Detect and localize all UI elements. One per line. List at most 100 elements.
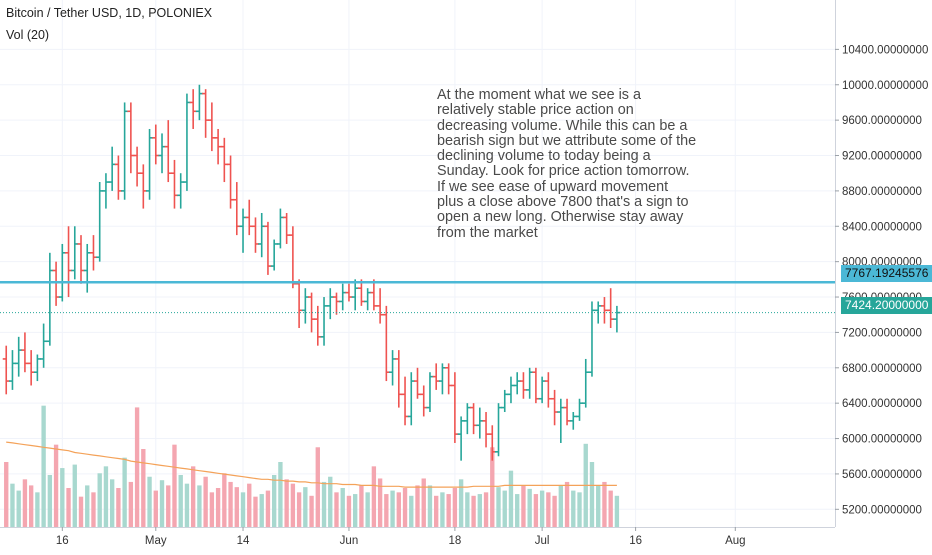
volume-bar: [452, 488, 458, 527]
volume-bar: [346, 495, 352, 527]
volume-bar: [122, 457, 127, 527]
volume-bar: [471, 495, 476, 527]
volume-bar: [608, 490, 613, 527]
volume-bar: [228, 481, 233, 527]
volume-bar: [271, 475, 277, 527]
volume-bar: [508, 470, 514, 527]
x-tick-label: 18: [448, 535, 461, 547]
volume-bar: [66, 488, 71, 527]
volume-bar: [284, 479, 289, 527]
volume-bar: [359, 485, 364, 527]
volume-bar: [209, 492, 215, 527]
volume-bar: [515, 494, 520, 527]
y-tick-label: 6000.00000000: [842, 434, 922, 446]
volume-bar: [128, 481, 134, 527]
y-tick-label: 6400.00000000: [842, 398, 922, 410]
volume-bar: [571, 490, 576, 527]
volume-bar: [533, 494, 539, 527]
volume-bar: [421, 478, 426, 527]
volume-bar: [47, 475, 53, 527]
volume-bar: [141, 449, 146, 527]
volume-bar: [490, 447, 495, 527]
volume-bar: [365, 492, 370, 527]
volume-bar: [184, 483, 190, 527]
y-tick-label: 8400.00000000: [842, 221, 922, 233]
volume-bar: [564, 481, 570, 527]
volume-bar: [483, 492, 489, 527]
volume-bar: [16, 490, 21, 527]
volume-bar: [328, 476, 333, 527]
volume-bar: [234, 487, 239, 527]
volume-bar: [309, 495, 314, 527]
volume-ma-line: [6, 441, 617, 488]
volume-bar: [527, 488, 532, 527]
volume-bar: [315, 447, 320, 527]
resistance-price-label: 7767.19245576: [841, 265, 932, 282]
volume-bar: [203, 476, 208, 527]
volume-bar: [558, 485, 564, 527]
volume-bar: [353, 494, 358, 527]
volume-bar: [458, 479, 464, 527]
volume-bar: [97, 473, 102, 527]
volume-bar: [396, 492, 401, 527]
y-tick-label: 7200.00000000: [842, 327, 922, 339]
x-tick-label: Jul: [535, 535, 550, 547]
volume-bar: [402, 488, 408, 527]
volume-bar: [415, 485, 420, 527]
volume-bar: [41, 405, 46, 527]
volume-bar: [465, 492, 470, 527]
volume-bar: [166, 485, 171, 527]
volume-bar: [502, 490, 507, 527]
volume-bar: [614, 495, 620, 527]
volume-bar: [134, 407, 140, 527]
y-tick-label: 5600.00000000: [842, 469, 922, 481]
volume-bar: [371, 466, 377, 527]
volume-bar: [78, 496, 84, 527]
volume-bar: [60, 468, 65, 527]
volume-bar: [290, 483, 296, 527]
volume-bar: [602, 481, 607, 527]
volume-bar: [190, 466, 196, 527]
volume-bar: [546, 492, 551, 527]
volume-bar: [91, 492, 96, 527]
volume-bar: [496, 487, 501, 527]
volume-bar: [340, 488, 345, 527]
volume-bar: [296, 492, 302, 527]
volume-bar: [4, 462, 9, 527]
volume-bar: [10, 483, 15, 527]
y-tick-label: 6800.00000000: [842, 363, 922, 375]
volume-bar: [247, 483, 252, 527]
y-tick-label: 5200.00000000: [842, 504, 922, 516]
volume-bar: [259, 494, 264, 527]
volume-bar: [109, 479, 115, 527]
volume-bar: [446, 494, 451, 527]
x-tick-label: 14: [237, 535, 250, 547]
volume-bar: [22, 479, 28, 527]
volume-bar: [103, 466, 109, 527]
volume-bar: [178, 475, 183, 527]
volume-bar: [253, 496, 258, 527]
volume-bar: [72, 464, 77, 527]
volume-bar: [427, 485, 433, 527]
volume-bar: [53, 444, 59, 527]
volume-bar: [539, 490, 545, 527]
y-tick-label: 10400.00000000: [842, 44, 928, 56]
volume-bar: [240, 492, 246, 527]
volume-bar: [477, 494, 482, 527]
volume-bar: [552, 495, 557, 527]
volume-bar: [321, 481, 327, 527]
volume-bar: [147, 476, 152, 527]
y-tick-label: 8800.00000000: [842, 186, 922, 198]
volume-bar: [440, 492, 445, 527]
volume-bar: [85, 485, 90, 527]
volume-bar: [265, 490, 271, 527]
x-tick-label: 16: [56, 535, 69, 547]
volume-bar: [28, 485, 34, 527]
volume-bar: [334, 492, 339, 527]
x-tick-label: Jun: [340, 535, 359, 547]
volume-bar: [222, 473, 227, 527]
volume-bar: [278, 462, 283, 527]
volume-bar: [377, 478, 383, 527]
